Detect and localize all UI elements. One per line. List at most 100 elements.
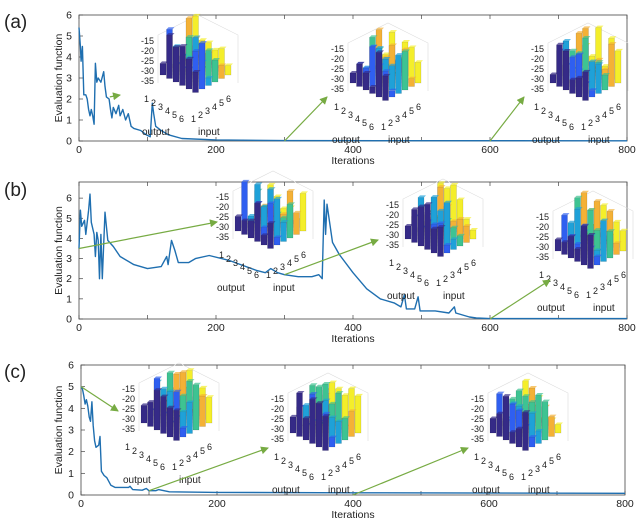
inset-bar <box>443 202 451 247</box>
inset-bar-top <box>180 426 188 429</box>
inset-bar-top <box>382 55 391 58</box>
inset-bar-top <box>180 393 188 396</box>
inset-z-tick-label: -35 <box>331 84 344 94</box>
inset-output-axis-label: output <box>472 485 500 496</box>
inset-bar <box>587 234 594 269</box>
inset-bar-top <box>154 388 162 391</box>
inset-bar-top <box>309 383 318 386</box>
inset-z-tick-label: -15 <box>386 200 399 210</box>
inset-output-index-label: 1 <box>534 102 539 112</box>
inset-bar <box>388 90 396 98</box>
inset-output-index-label: 4 <box>355 114 360 124</box>
inset-output-index-label: 4 <box>560 282 565 292</box>
inset-bar-top <box>369 35 378 38</box>
inset-bar <box>496 413 503 437</box>
inset-bar-top <box>602 72 610 75</box>
inset-bar-top <box>424 202 433 205</box>
inset-bar <box>541 401 549 441</box>
panel-label: (c) <box>4 362 26 383</box>
inset-bar-top <box>496 391 505 394</box>
inset-bar-top <box>550 72 558 75</box>
inset-input-index-label: 2 <box>588 118 593 128</box>
inset-bar-top <box>348 409 357 412</box>
series-line <box>80 386 626 494</box>
inset-bar <box>349 72 357 84</box>
inset-input-index-label: 5 <box>219 98 224 108</box>
inset-bar <box>601 74 609 91</box>
inset-input-index-label: 5 <box>200 446 205 456</box>
inset-bar-top <box>450 237 459 240</box>
inset-bar-top <box>248 214 256 217</box>
inset-bar-top <box>261 204 269 207</box>
y-tick-label: 3 <box>66 73 72 85</box>
inset-bar <box>234 216 242 232</box>
inset-bar <box>588 61 596 91</box>
inset-z-tick-label: -25 <box>331 64 344 74</box>
inset-z-tick-label: -30 <box>471 424 484 434</box>
inset-bar-top <box>450 182 459 185</box>
inset-bar-top <box>607 209 615 212</box>
inset-output-index-label: 5 <box>562 118 567 128</box>
inset-bar-top <box>581 190 589 193</box>
inset-bar-top <box>595 60 604 63</box>
inset-input-index-label: 6 <box>471 258 476 268</box>
inset-bar-top <box>516 426 524 429</box>
inset-bar-top <box>450 225 459 228</box>
inset-bar <box>554 239 562 252</box>
inset-bar <box>582 71 589 101</box>
inset-bar-top <box>529 411 537 414</box>
chart-panel-a: (a)0 200 400 600 8000123456IterationsEvaluat… <box>4 10 636 168</box>
inset-input-axis-label: input <box>593 303 615 314</box>
inset-bar-top <box>457 217 465 220</box>
inset-bar-top <box>548 414 557 417</box>
inset-output-index-label: 6 <box>160 462 165 472</box>
x-tick-label: 400 <box>344 144 362 156</box>
inset-bar-top <box>509 396 518 399</box>
inset-output-index-label: 6 <box>369 122 374 132</box>
inset-input-index-label: 1 <box>381 122 386 132</box>
inset-bar <box>369 86 376 94</box>
inset-bar-top <box>574 241 583 244</box>
inset-input-axis-label: input <box>388 135 410 146</box>
inset-bar-top <box>280 220 289 223</box>
inset-input-index-label: 1 <box>521 472 526 482</box>
inset-bar-top <box>290 414 298 417</box>
inset-z-tick-label: -30 <box>216 222 229 232</box>
inset-bar-top <box>329 380 337 383</box>
inset-z-tick-label: -35 <box>531 84 544 94</box>
inset-z-tick-label: -30 <box>141 66 154 76</box>
inset-bar <box>192 71 199 93</box>
inset-bar-top <box>576 52 584 55</box>
inset-bar <box>567 236 575 259</box>
inset-bar-top <box>444 243 452 246</box>
inset-bar-top <box>402 49 410 52</box>
y-tick-label: 5 <box>68 381 74 393</box>
inset-bar <box>430 228 438 254</box>
inset-output-index-label: 5 <box>247 266 252 276</box>
x-tick-label: 400 <box>344 322 362 334</box>
inset-output-index-label: 5 <box>567 286 572 296</box>
y-tick-label: 2 <box>66 94 72 106</box>
y-tick-label: 1 <box>68 468 74 480</box>
inset-input-axis-label: input <box>179 475 201 486</box>
inset-bar-top <box>199 38 207 41</box>
inset-bar <box>408 78 415 87</box>
inset-bar-top <box>576 75 584 78</box>
inset-bar <box>456 235 464 247</box>
inset-bar-top <box>186 368 195 371</box>
annotation-arrow <box>352 446 469 496</box>
x-tick-label: 200 <box>208 498 226 510</box>
inset-bar-top <box>529 435 537 438</box>
inset-bar <box>185 58 193 90</box>
x-tick-label: 800 <box>616 498 634 510</box>
inset-bar-top <box>212 47 220 50</box>
inset-bar <box>341 417 349 441</box>
annotation-arrow <box>148 446 269 492</box>
inset-input-index-label: 4 <box>402 110 407 120</box>
inset-bar-top <box>600 203 609 206</box>
